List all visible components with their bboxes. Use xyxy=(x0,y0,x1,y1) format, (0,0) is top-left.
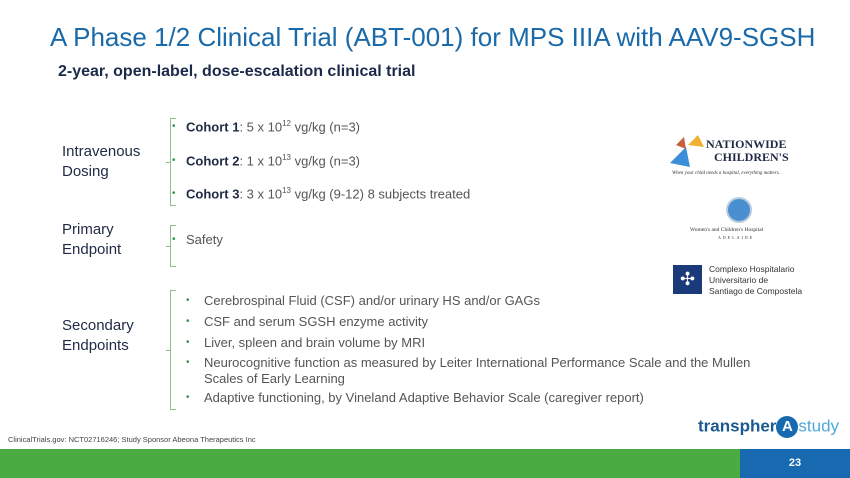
primary-endpoint-label: Primary Endpoint xyxy=(62,220,121,260)
bracket xyxy=(166,118,176,206)
footnote: ClinicalTrials.gov: NCT02716246; Study S… xyxy=(8,435,256,444)
logo-text-block: Complexo Hospitalario Universitario de San… xyxy=(709,264,802,297)
footer-bar xyxy=(0,449,850,478)
iv-dosing-label: Intravenous Dosing xyxy=(62,142,140,182)
logo-a-icon: A xyxy=(776,416,799,438)
hospital-emblem-icon xyxy=(726,197,752,223)
exponent: 12 xyxy=(282,119,291,128)
cohort-name: Cohort 1 xyxy=(186,119,240,135)
bullet: • xyxy=(172,155,176,166)
bullet: • xyxy=(172,188,176,199)
bullet: • xyxy=(186,392,190,403)
exponent: 13 xyxy=(282,186,291,195)
bullet: • xyxy=(186,357,190,368)
item-text: Neurocognitive function as measured by L… xyxy=(204,355,751,386)
logo-text: Women's and Children's Hospital xyxy=(690,227,764,233)
logo-tagline: When your child needs a hospital, everyt… xyxy=(672,171,780,176)
secondary-item: • Cerebrospinal Fluid (CSF) and/or urinar… xyxy=(186,293,764,309)
cross-emblem-icon: ✣ xyxy=(673,265,702,294)
dose-unit: vg/kg (n=3) xyxy=(291,119,361,135)
secondary-item: • Neurocognitive function as measured by … xyxy=(186,355,764,387)
label-line: Primary xyxy=(62,221,114,238)
slide-subtitle: 2-year, open-label, dose-escalation clin… xyxy=(58,63,416,80)
logo-text: Universitario de xyxy=(709,275,769,285)
logo-text: NATIONWIDE xyxy=(706,137,787,151)
santiago-hospital-logo: ✣ Complexo Hospitalario Universitario de S… xyxy=(673,263,823,297)
bullet: • xyxy=(186,295,190,306)
page-number: 23 xyxy=(740,449,850,478)
secondary-endpoints-label: Secondary Endpoints xyxy=(62,316,134,356)
dose-unit: vg/kg (9-12) 8 subjects treated xyxy=(291,186,471,202)
dose-unit: vg/kg (n=3) xyxy=(291,153,361,169)
label-line: Secondary xyxy=(62,317,134,334)
logo-text: Complexo Hospitalario xyxy=(709,264,795,274)
secondary-item: • Liver, spleen and brain volume by MRI xyxy=(186,335,764,351)
bracket xyxy=(166,290,176,410)
bracket xyxy=(166,225,176,267)
nationwide-childrens-logo: NATIONWIDE CHILDREN'S When your child ne… xyxy=(668,133,838,183)
bullet: • xyxy=(186,337,190,348)
item-text: CSF and serum SGSH enzyme activity xyxy=(204,314,428,329)
cohort-1: • Cohort 1: 5 x 1012 vg/kg (n=3) xyxy=(172,119,361,135)
cohort-name: Cohort 2 xyxy=(186,153,240,169)
dose: : 3 x 10 xyxy=(239,186,283,202)
item-text: Adaptive functioning, by Vineland Adapti… xyxy=(204,390,644,405)
label-line: Endpoints xyxy=(62,337,129,354)
label-line: Dosing xyxy=(62,163,109,180)
womens-childrens-hospital-logo: Women's and Children's Hospital ADELAIDE xyxy=(690,195,790,255)
cohort-name: Cohort 3 xyxy=(186,186,240,202)
item-text: Safety xyxy=(186,232,223,247)
item-text: Cerebrospinal Fluid (CSF) and/or urinary… xyxy=(204,293,540,308)
exponent: 13 xyxy=(282,153,291,162)
secondary-item: • CSF and serum SGSH enzyme activity xyxy=(186,314,764,330)
logo-text: study xyxy=(798,416,840,436)
slide-title: A Phase 1/2 Clinical Trial (ABT-001) for… xyxy=(50,22,816,52)
primary-item: • Safety xyxy=(172,232,223,247)
bullet: • xyxy=(172,234,176,245)
dose: : 5 x 10 xyxy=(239,119,283,135)
cohort-2: • Cohort 2: 1 x 1013 vg/kg (n=3) xyxy=(172,153,361,169)
bullet: • xyxy=(186,316,190,327)
item-text: Liver, spleen and brain volume by MRI xyxy=(204,335,426,350)
bullet: • xyxy=(172,121,176,132)
cohort-3: • Cohort 3: 3 x 1013 vg/kg (9-12) 8 subje… xyxy=(172,186,471,202)
butterfly-icon xyxy=(670,135,704,167)
label-line: Intravenous xyxy=(62,143,141,160)
logo-text: ADELAIDE xyxy=(718,235,755,240)
logo-text: transpher xyxy=(698,416,777,436)
secondary-item: • Adaptive functioning, by Vineland Adapt… xyxy=(186,390,764,406)
dose: : 1 x 10 xyxy=(239,153,283,169)
label-line: Endpoint xyxy=(62,241,122,258)
logo-text: Santiago de Compostela xyxy=(709,286,803,296)
logo-text: CHILDREN'S xyxy=(714,150,789,164)
